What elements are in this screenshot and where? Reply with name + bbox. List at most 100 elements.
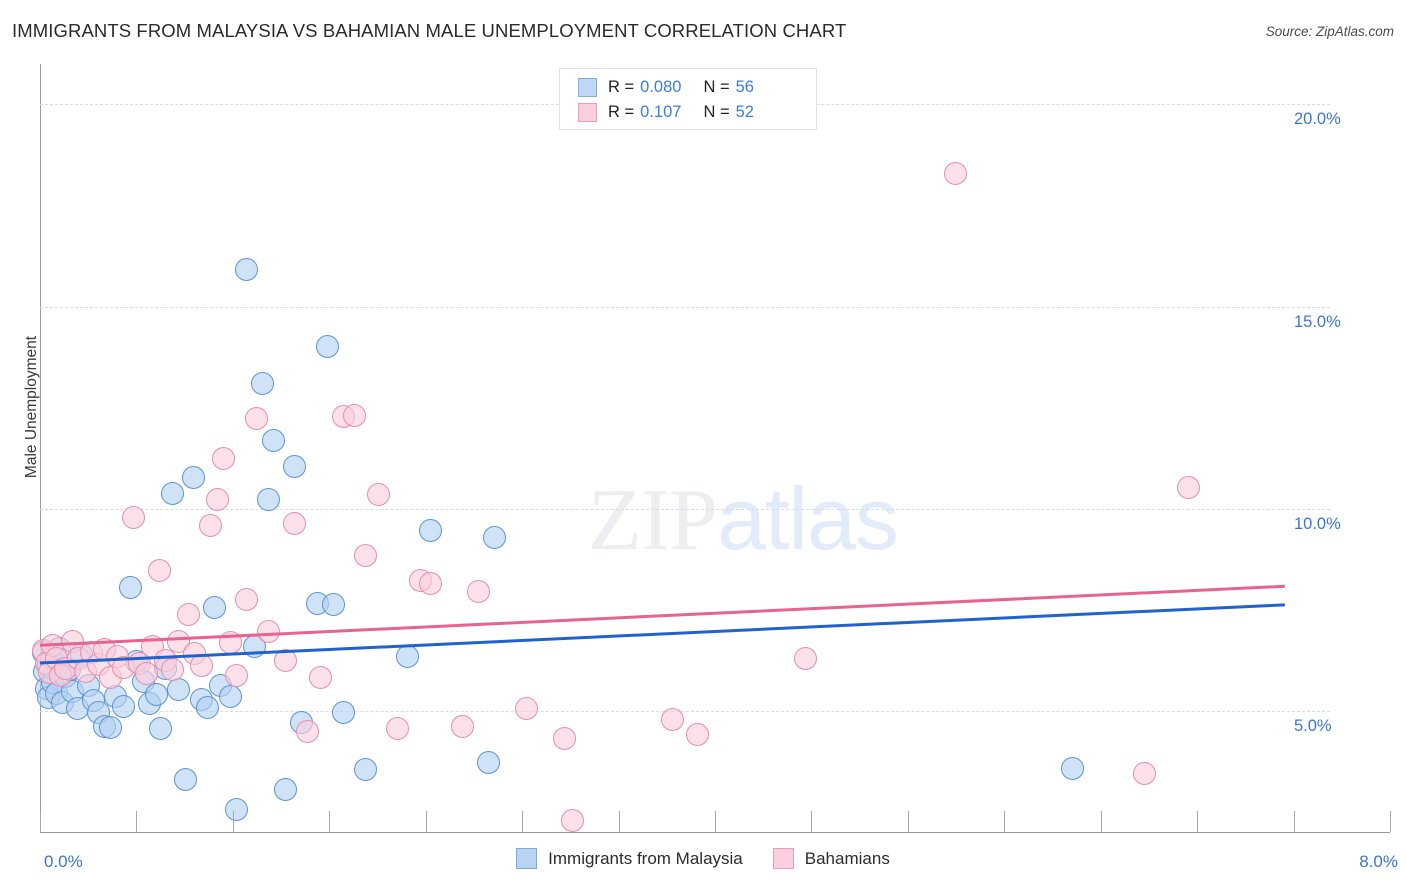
- data-point[interactable]: [257, 620, 281, 644]
- legend-swatch-bahamians-icon: [578, 103, 597, 122]
- data-point[interactable]: [515, 697, 539, 721]
- data-point[interactable]: [476, 750, 500, 774]
- data-point[interactable]: [273, 648, 297, 672]
- data-point[interactable]: [315, 334, 339, 358]
- data-point[interactable]: [418, 571, 442, 595]
- data-point[interactable]: [552, 726, 576, 750]
- chart-header: IMMIGRANTS FROM MALAYSIA VS BAHAMIAN MAL…: [0, 0, 1406, 52]
- data-point[interactable]: [244, 407, 268, 431]
- x-tick-11: [1100, 811, 1102, 832]
- data-point[interactable]: [218, 631, 242, 655]
- page-title: IMMIGRANTS FROM MALAYSIA VS BAHAMIAN MAL…: [12, 20, 847, 41]
- data-point[interactable]: [944, 162, 968, 186]
- n-label-bahamians: N =: [703, 103, 730, 121]
- data-point[interactable]: [450, 714, 474, 738]
- watermark-zip: ZIP: [588, 472, 718, 569]
- data-point[interactable]: [212, 446, 236, 470]
- data-point[interactable]: [118, 575, 142, 599]
- data-point[interactable]: [262, 429, 286, 453]
- data-point[interactable]: [560, 809, 584, 833]
- series-legend-item-malaysia[interactable]: Immigrants from Malaysia: [516, 848, 743, 869]
- r-value-malaysia: 0.080: [640, 78, 682, 96]
- data-point[interactable]: [251, 371, 275, 395]
- x-tick-6: [618, 811, 620, 832]
- data-point[interactable]: [342, 404, 366, 428]
- x-tick-13: [1293, 811, 1295, 832]
- r-value-bahamians: 0.107: [640, 103, 682, 121]
- data-point[interactable]: [234, 588, 258, 612]
- series-legend-item-bahamians[interactable]: Bahamians: [772, 848, 890, 869]
- zipatlas-watermark: ZIPatlas: [588, 468, 899, 571]
- data-point[interactable]: [283, 454, 307, 478]
- series-swatch-malaysia-icon: [516, 848, 538, 869]
- data-point[interactable]: [296, 720, 320, 744]
- x-tick-10: [1004, 811, 1006, 832]
- data-point[interactable]: [181, 465, 205, 489]
- data-point[interactable]: [794, 647, 818, 671]
- data-point[interactable]: [1133, 761, 1157, 785]
- stats-row-malaysia: R = 0.080 N = 56: [578, 75, 816, 100]
- data-point[interactable]: [205, 488, 229, 512]
- data-point[interactable]: [218, 685, 242, 709]
- correlation-stats-legend: R = 0.080 N = 56 R = 0.107 N = 52: [559, 68, 817, 130]
- x-tick-4: [425, 811, 427, 832]
- r-label-malaysia: R =: [608, 78, 635, 96]
- trendlines: [39, 584, 1285, 665]
- y-tick-label-3: 5.0%: [1294, 716, 1332, 735]
- x-tick-14: [1390, 811, 1391, 832]
- source-label: Source: ZipAtlas.com: [1265, 24, 1394, 39]
- n-label-malaysia: N =: [703, 78, 730, 96]
- data-point[interactable]: [309, 666, 333, 690]
- x-tick-5: [522, 811, 524, 832]
- data-point[interactable]: [396, 644, 420, 668]
- data-point[interactable]: [354, 757, 378, 781]
- data-point[interactable]: [367, 482, 391, 506]
- data-point[interactable]: [176, 603, 200, 627]
- data-point[interactable]: [354, 543, 378, 567]
- gridline-10: [40, 508, 1330, 510]
- series-legend: Immigrants from Malaysia Bahamians: [0, 848, 1406, 869]
- data-point[interactable]: [173, 767, 197, 791]
- data-point[interactable]: [112, 695, 136, 719]
- data-point[interactable]: [199, 514, 223, 538]
- data-point[interactable]: [1176, 476, 1200, 500]
- x-tick-12: [1197, 811, 1199, 832]
- data-point[interactable]: [321, 593, 345, 617]
- data-point[interactable]: [418, 519, 442, 543]
- data-point[interactable]: [196, 696, 220, 719]
- data-point[interactable]: [202, 596, 226, 620]
- data-point[interactable]: [160, 658, 184, 681]
- data-point[interactable]: [122, 506, 146, 530]
- data-point[interactable]: [234, 257, 258, 281]
- data-point[interactable]: [144, 683, 168, 707]
- x-axis-line: [40, 832, 1390, 833]
- data-point[interactable]: [225, 798, 249, 822]
- stats-row-bahamians: R = 0.107 N = 52: [578, 100, 816, 125]
- series-label-malaysia: Immigrants from Malaysia: [548, 848, 743, 868]
- data-point[interactable]: [167, 678, 191, 702]
- data-point[interactable]: [189, 653, 213, 677]
- gridline-15: [40, 306, 1330, 308]
- data-point[interactable]: [1060, 756, 1084, 780]
- x-tick-9: [907, 811, 909, 832]
- data-point[interactable]: [99, 716, 123, 740]
- data-point[interactable]: [386, 717, 410, 741]
- data-point[interactable]: [149, 717, 173, 741]
- data-point[interactable]: [660, 708, 684, 732]
- data-point[interactable]: [467, 579, 491, 603]
- y-tick-label-2: 10.0%: [1294, 514, 1341, 533]
- data-point[interactable]: [283, 512, 307, 536]
- data-point[interactable]: [331, 701, 355, 725]
- data-point[interactable]: [483, 526, 507, 550]
- n-value-malaysia: 56: [735, 78, 754, 96]
- x-tick-7: [715, 811, 716, 832]
- data-point[interactable]: [147, 558, 171, 582]
- data-point[interactable]: [257, 488, 281, 512]
- data-point[interactable]: [273, 778, 297, 802]
- data-point[interactable]: [225, 663, 249, 687]
- x-tick-0: [40, 811, 41, 832]
- x-tick-2: [232, 811, 234, 832]
- data-point[interactable]: [686, 722, 710, 746]
- x-tick-8: [811, 811, 813, 832]
- data-point[interactable]: [160, 481, 184, 505]
